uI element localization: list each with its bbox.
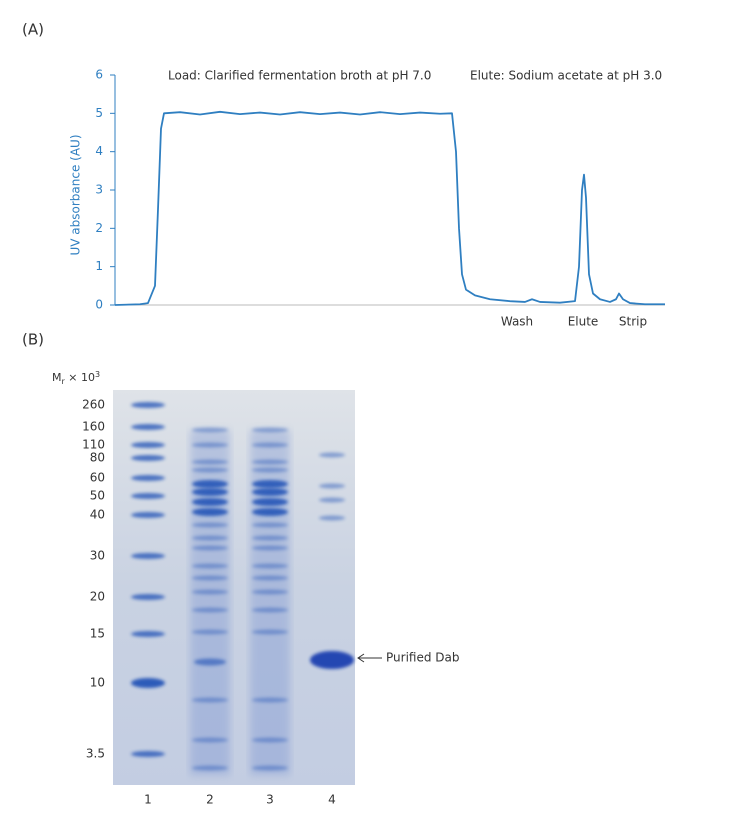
marker-label: 110 bbox=[82, 438, 105, 452]
phase-label: Wash bbox=[501, 315, 533, 329]
band bbox=[192, 467, 228, 473]
y-tick-label: 2 bbox=[95, 221, 103, 235]
y-tick-label: 4 bbox=[95, 144, 103, 158]
gel-image bbox=[113, 390, 355, 785]
band bbox=[252, 522, 288, 528]
band bbox=[252, 442, 288, 448]
y-tick-label: 3 bbox=[95, 183, 103, 197]
lane-label: 2 bbox=[206, 793, 214, 807]
marker-label: 40 bbox=[90, 508, 105, 522]
trace bbox=[114, 110, 665, 306]
annotation: Load: Clarified fermentation broth at pH… bbox=[168, 69, 431, 83]
band bbox=[252, 697, 288, 703]
band bbox=[192, 488, 228, 496]
band bbox=[131, 678, 165, 688]
band bbox=[131, 493, 165, 499]
y-tick-label: 1 bbox=[95, 259, 103, 273]
band bbox=[252, 480, 288, 488]
marker-label: 260 bbox=[82, 398, 105, 412]
panel-label: (B) bbox=[22, 331, 44, 349]
gel-background bbox=[113, 390, 355, 785]
band bbox=[131, 631, 165, 637]
lane-label: 1 bbox=[144, 793, 152, 807]
band bbox=[131, 594, 165, 600]
band bbox=[192, 508, 228, 516]
band bbox=[252, 508, 288, 516]
band bbox=[319, 497, 345, 503]
band bbox=[192, 535, 228, 541]
phase-label: Elute bbox=[568, 315, 599, 329]
band bbox=[252, 459, 288, 465]
band bbox=[192, 575, 228, 581]
phase-label: Strip bbox=[619, 315, 647, 329]
marker-label: 3.5 bbox=[86, 747, 105, 761]
band bbox=[192, 737, 228, 743]
lane-label: 3 bbox=[266, 793, 274, 807]
band bbox=[192, 765, 228, 771]
band bbox=[131, 751, 165, 757]
band bbox=[252, 575, 288, 581]
band bbox=[252, 535, 288, 541]
band bbox=[192, 498, 228, 506]
band bbox=[192, 607, 228, 613]
band bbox=[252, 589, 288, 595]
y-tick-label: 0 bbox=[95, 298, 103, 312]
band bbox=[252, 498, 288, 506]
band bbox=[192, 480, 228, 488]
band bbox=[252, 629, 288, 635]
band bbox=[252, 427, 288, 433]
band bbox=[319, 483, 345, 489]
band bbox=[192, 563, 228, 569]
marker-label: 30 bbox=[90, 549, 105, 563]
y-axis-label: UV absorbance (AU) bbox=[69, 134, 83, 255]
band bbox=[131, 475, 165, 481]
band bbox=[192, 459, 228, 465]
band bbox=[131, 512, 165, 518]
lane-label: 4 bbox=[328, 793, 336, 807]
annotation: Elute: Sodium acetate at pH 3.0 bbox=[470, 69, 662, 83]
marker-label: 60 bbox=[90, 471, 105, 485]
marker-label: 20 bbox=[90, 590, 105, 604]
band bbox=[252, 765, 288, 771]
arrowhead bbox=[357, 653, 365, 663]
band bbox=[252, 488, 288, 496]
band bbox=[252, 563, 288, 569]
y-tick-label: 6 bbox=[95, 68, 103, 82]
band bbox=[319, 452, 345, 458]
band bbox=[252, 607, 288, 613]
band bbox=[192, 442, 228, 448]
band bbox=[131, 455, 165, 461]
gel-annotation: Purified Dab bbox=[386, 651, 459, 665]
band bbox=[192, 629, 228, 635]
marker-label: 80 bbox=[90, 451, 105, 465]
band bbox=[131, 442, 165, 448]
band bbox=[131, 402, 165, 408]
marker-label: 15 bbox=[90, 627, 105, 641]
gel-axis-title: Mr × 103 bbox=[52, 370, 100, 386]
band bbox=[194, 658, 226, 666]
y-tick-label: 5 bbox=[95, 106, 103, 120]
panel-label: (A) bbox=[22, 21, 44, 39]
band bbox=[252, 545, 288, 551]
band bbox=[192, 697, 228, 703]
band bbox=[192, 589, 228, 595]
marker-label: 160 bbox=[82, 420, 105, 434]
band bbox=[319, 515, 345, 521]
band bbox=[192, 427, 228, 433]
marker-label: 10 bbox=[90, 676, 105, 690]
band bbox=[192, 522, 228, 528]
band bbox=[192, 545, 228, 551]
target-band bbox=[310, 651, 354, 669]
band bbox=[252, 467, 288, 473]
marker-label: 50 bbox=[90, 489, 105, 503]
band bbox=[252, 737, 288, 743]
band bbox=[131, 424, 165, 430]
band bbox=[131, 553, 165, 559]
